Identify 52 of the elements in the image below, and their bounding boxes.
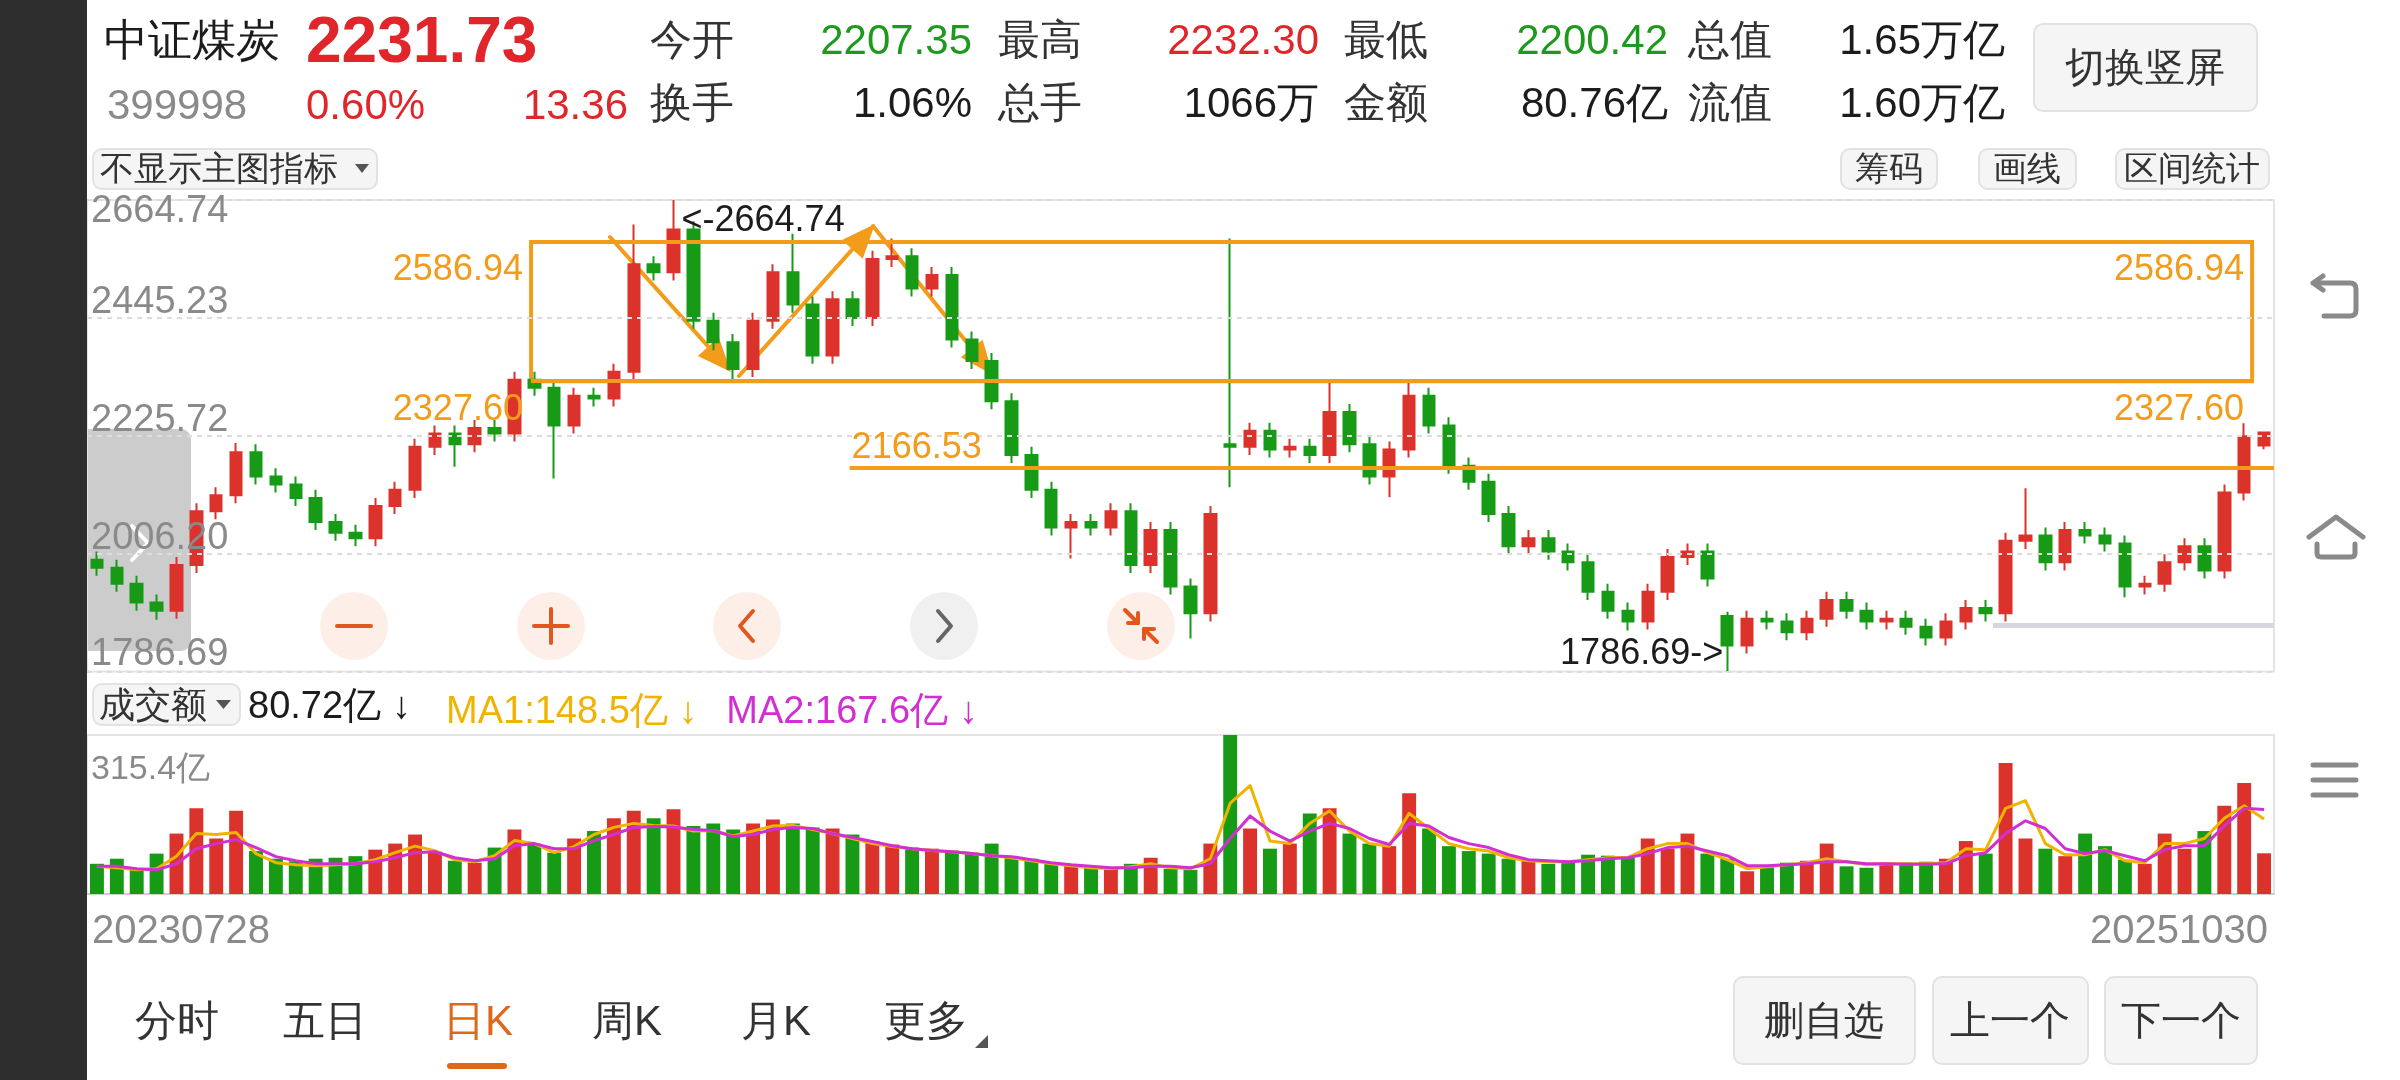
- text: 切换竖屏: [2065, 44, 2225, 90]
- annotation: 1786.69->: [1560, 631, 1724, 672]
- text: 流值: [1688, 78, 1772, 128]
- y-tick-label: 2445.23: [91, 278, 229, 321]
- text: 1.60万亿: [1839, 78, 2005, 128]
- text: 更多: [884, 996, 968, 1046]
- text: 上一个: [1950, 997, 2070, 1043]
- text: 2231.73: [306, 4, 538, 78]
- text: 最高: [998, 15, 1082, 65]
- text: 筹码: [1855, 149, 1923, 189]
- chart-title: 成交额: [99, 684, 207, 726]
- text: 金额: [1344, 78, 1428, 128]
- text: 换手: [650, 78, 734, 128]
- text: 399998: [107, 80, 248, 130]
- text: 删自选: [1764, 997, 1884, 1043]
- text: 20230728: [92, 906, 270, 952]
- text: 月K: [740, 996, 812, 1046]
- text: 画线: [1993, 149, 2061, 189]
- text: 总手: [998, 78, 1082, 128]
- text: 不显示主图指标: [100, 149, 338, 189]
- text: MA2:167.6亿 ↓: [726, 689, 978, 731]
- annotation: <-2664.74: [681, 197, 845, 239]
- annotation: 315.4亿: [91, 748, 211, 788]
- text: 80.72亿 ↓: [248, 684, 411, 728]
- text: 五日: [283, 996, 367, 1046]
- text: 分时: [135, 996, 219, 1046]
- ref-line-label: 2166.53: [851, 425, 982, 467]
- text: 下一个: [2121, 997, 2241, 1043]
- text: 最低: [1344, 15, 1428, 65]
- text: 1066万: [1183, 78, 1319, 128]
- y-tick-label: 2664.74: [91, 188, 229, 230]
- text: 80.76亿: [1520, 78, 1668, 128]
- text: 中证煤炭: [104, 14, 280, 66]
- text: 2207.35: [820, 15, 972, 65]
- text: 1.06%: [852, 78, 972, 128]
- text: 今开: [650, 15, 734, 65]
- text: 周K: [591, 996, 663, 1046]
- text: 总值: [1688, 15, 1772, 65]
- text: 0.60%: [306, 80, 426, 130]
- text: 2232.30: [1167, 15, 1319, 65]
- y-tick-label: 1786.69: [91, 630, 229, 673]
- text: 20251030: [2090, 906, 2268, 952]
- text: MA1:148.5亿 ↓: [446, 689, 698, 731]
- text: 13.36: [522, 80, 628, 130]
- ref-line-label: 2327.60: [2113, 386, 2245, 428]
- text: 1.65万亿: [1839, 15, 2005, 65]
- text: 2586.94: [392, 247, 523, 289]
- text: 日K: [442, 996, 514, 1046]
- text: 2200.42: [1516, 15, 1668, 65]
- text: 区间统计: [2124, 149, 2260, 189]
- y-tick-label: 2225.72: [91, 396, 229, 439]
- ref-line-label: 2586.94: [2113, 247, 2245, 289]
